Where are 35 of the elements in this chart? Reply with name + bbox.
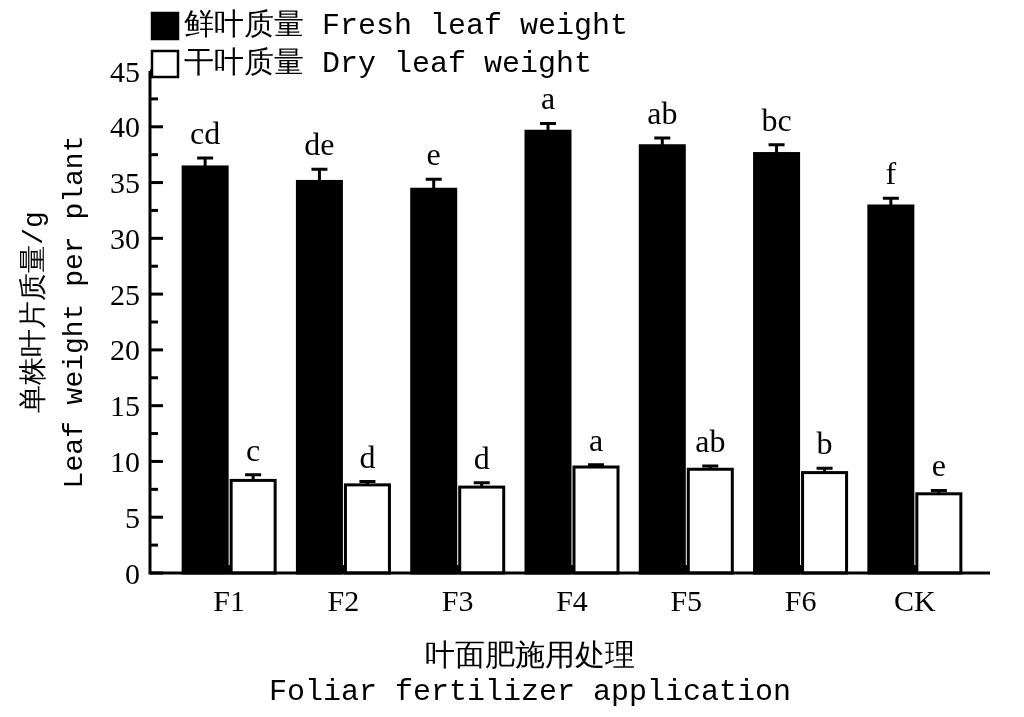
annotation: e: [931, 447, 946, 484]
annotation: bc: [761, 101, 792, 138]
y-tick-label: 45: [110, 54, 140, 88]
annotation: b: [816, 425, 833, 462]
annotation: c: [246, 431, 261, 468]
annotation: de: [304, 126, 335, 163]
y-tick-label: 0: [125, 556, 140, 590]
annotation: d: [359, 438, 376, 475]
annotation: ab: [647, 94, 678, 131]
y-tick-label: 35: [110, 166, 140, 200]
annotation: a: [540, 80, 556, 117]
legend-label: 鲜叶质量 Fresh leaf weight: [184, 9, 629, 43]
y-tick-label: 40: [110, 110, 140, 144]
y-axis-title: 单株叶片质量/g Leaf weight per plant: [18, 135, 90, 489]
y-tick-label: 15: [110, 389, 140, 423]
y-tick-label: 5: [125, 500, 140, 534]
legend-label: 干叶质量 Dry leaf weight: [184, 47, 593, 81]
x-tick-label: F3: [441, 584, 474, 617]
annotation: a: [588, 421, 604, 458]
annotation: e: [426, 136, 441, 173]
x-tick-label: CK: [894, 584, 937, 617]
y-tick-label: 30: [110, 221, 140, 255]
annotation: d: [473, 439, 490, 476]
y-tick-label: 20: [110, 333, 140, 367]
annotation: ab: [695, 422, 726, 459]
annotation: cd: [190, 115, 221, 152]
y-tick-label: 10: [110, 444, 140, 478]
x-tick-label: F2: [327, 584, 360, 617]
annotation: f: [885, 155, 897, 192]
x-tick-label: F1: [213, 584, 245, 617]
x-tick-label: F5: [670, 584, 703, 617]
y-tick-label: 25: [110, 277, 140, 311]
x-tick-label: F6: [784, 584, 817, 617]
x-axis-title: 叶面肥施用处理 Foliar fertilizer application: [268, 640, 792, 709]
x-tick-label: F4: [556, 584, 588, 617]
